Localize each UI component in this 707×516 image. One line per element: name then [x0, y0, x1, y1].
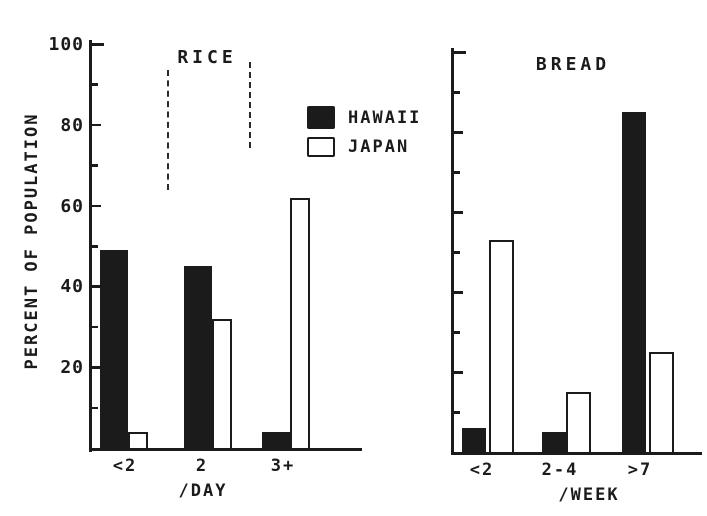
y-tick-bread-70	[453, 171, 460, 174]
y-tick-label-60: 60	[60, 195, 84, 217]
y-tick-rice-100	[91, 43, 104, 46]
y-tick-rice-20	[91, 366, 101, 369]
y-tick-label-100: 100	[48, 34, 84, 55]
y-axis-label: PERCENT OF POPULATION	[22, 112, 42, 370]
y-tick-bread-60	[453, 211, 463, 214]
y-tick-bread-30	[453, 331, 460, 334]
hawaii-filled-swatch-icon	[307, 106, 335, 129]
legend: HAWAII JAPAN	[307, 106, 421, 165]
plot-bread: <2 2-4 >7	[452, 51, 702, 480]
rice-dashed-line-left	[167, 70, 169, 190]
legend-item-hawaii: HAWAII	[307, 106, 421, 129]
y-tick-bread-90	[453, 91, 460, 94]
bread-x-axis-unit: /WEEK	[558, 485, 620, 505]
x-tick-label-rice-0: <2	[112, 456, 138, 476]
bar-bread-hawaii-2	[622, 112, 646, 452]
legend-label-hawaii: HAWAII	[348, 107, 422, 128]
bar-bread-japan-2	[649, 352, 674, 452]
rice-y-axis-line	[89, 40, 92, 452]
rice-dashed-line-right	[249, 62, 251, 148]
bread-title: BREAD	[535, 54, 611, 75]
y-tick-rice-90	[91, 83, 98, 86]
bar-rice-japan-0	[128, 431, 148, 448]
y-tick-bread-80	[453, 131, 463, 134]
y-tick-label-20: 20	[60, 357, 84, 379]
bar-rice-japan-2	[290, 197, 310, 448]
legend-item-japan: JAPAN	[307, 137, 421, 157]
x-tick-label-rice-2: 3+	[270, 456, 296, 476]
plot-rice: 100 80 60 40 20 <2 2 3+	[48, 34, 362, 476]
y-tick-bread-40	[453, 291, 463, 294]
y-tick-rice-10	[91, 406, 98, 410]
rice-title: RICE	[177, 47, 237, 68]
y-tick-label-40: 40	[60, 276, 84, 298]
bar-rice-hawaii-0	[100, 250, 128, 448]
y-tick-rice-60	[91, 204, 101, 208]
x-tick-label-rice-1: 2	[195, 456, 209, 476]
y-tick-bread-50	[453, 251, 460, 254]
y-tick-rice-30	[91, 325, 98, 329]
y-tick-bread-10	[453, 411, 460, 414]
rice-x-axis-unit: /DAY	[178, 481, 228, 501]
bar-bread-hawaii-0	[462, 428, 486, 452]
x-tick-label-bread-1: 2-4	[541, 460, 579, 480]
bar-bread-hawaii-1	[542, 432, 566, 452]
y-tick-bread-20	[453, 371, 463, 374]
y-tick-label-80: 80	[60, 114, 84, 136]
bar-bread-japan-0	[489, 240, 514, 452]
bar-rice-japan-1	[212, 318, 232, 448]
bar-bread-japan-1	[566, 392, 591, 452]
y-tick-rice-40	[91, 285, 101, 288]
bread-y-axis-line	[451, 48, 454, 455]
japan-open-swatch-icon	[307, 137, 335, 157]
bar-rice-hawaii-2	[262, 431, 290, 448]
bar-rice-hawaii-1	[184, 266, 212, 448]
y-tick-rice-50	[91, 245, 98, 248]
y-tick-bread-100	[453, 51, 466, 54]
y-tick-rice-70	[91, 164, 98, 167]
x-tick-label-bread-0: <2	[469, 460, 495, 480]
y-tick-rice-80	[91, 123, 101, 127]
x-tick-label-bread-2: >7	[627, 460, 653, 480]
legend-label-japan: JAPAN	[348, 137, 410, 157]
